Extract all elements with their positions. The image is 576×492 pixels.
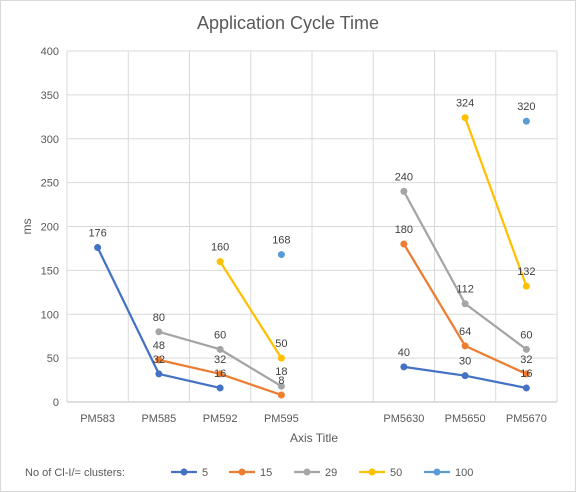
y-tick-label: 250 [41, 178, 59, 190]
legend-title: No of Cl-I/= clusters: [25, 467, 125, 479]
x-axis: PM583 PM585 PM592 PM595 PM5630 PM5650 PM5670 [80, 413, 547, 425]
x-tick-label: PM592 [203, 413, 238, 425]
legend-swatch-marker [303, 468, 311, 476]
gridlines [66, 50, 558, 403]
y-axis-title: ms [20, 219, 34, 235]
data-label: 112 [456, 284, 474, 296]
legend-item-label: 5 [202, 467, 208, 479]
data-point-15 [522, 370, 530, 378]
data-label: 8 [278, 375, 284, 387]
y-tick-label: 300 [41, 134, 59, 146]
x-tick-label: PM585 [141, 413, 176, 425]
legend-swatch-marker [238, 468, 246, 476]
data-label: 168 [272, 235, 290, 247]
y-tick-label: 0 [53, 397, 59, 409]
data-point-5 [155, 370, 163, 378]
data-label: 32 [214, 354, 226, 366]
data-label: 30 [459, 356, 471, 368]
x-tick-label: PM5650 [445, 413, 486, 425]
data-label: 176 [88, 228, 106, 240]
data-point-50 [277, 354, 285, 362]
data-label: 50 [275, 338, 287, 350]
data-point-5 [461, 372, 469, 380]
data-label: 18 [275, 366, 287, 378]
data-label: 160 [211, 242, 229, 254]
data-label: 132 [517, 266, 535, 278]
data-point-29 [522, 345, 530, 353]
data-label: 48 [153, 340, 165, 352]
data-point-5 [216, 384, 224, 392]
data-point-5 [94, 244, 102, 252]
series-line-50 [219, 260, 283, 359]
series-line-15 [402, 243, 527, 375]
data-labels: 176 32 16 40 30 16 48 32 8 180 64 32 80 60 18 240 112 60 1… [88, 98, 535, 387]
data-label: 240 [395, 171, 413, 183]
legend-swatch-marker [180, 468, 188, 476]
data-point-29 [216, 345, 224, 353]
data-label: 40 [398, 347, 410, 359]
y-tick-label: 350 [41, 90, 59, 102]
data-point-50 [216, 258, 224, 266]
data-point-15 [216, 370, 224, 378]
data-point-5 [522, 384, 530, 392]
legend-swatch-marker [433, 468, 441, 476]
data-label: 32 [520, 354, 532, 366]
y-axis: 0 50 100 150 200 250 300 350 400 [41, 46, 59, 409]
data-label: 64 [459, 326, 471, 338]
series-line-50 [464, 117, 528, 287]
x-tick-label: PM583 [80, 413, 115, 425]
y-tick-label: 50 [47, 353, 59, 365]
legend-item-label: 50 [390, 467, 402, 479]
data-point-15 [400, 240, 408, 248]
y-tick-label: 150 [41, 265, 59, 277]
data-point-15 [277, 391, 285, 399]
data-point-50 [522, 282, 530, 290]
data-label: 324 [456, 98, 474, 110]
x-tick-label: PM5670 [506, 413, 547, 425]
data-label: 32 [153, 354, 165, 366]
data-point-5 [400, 363, 408, 371]
chart-title: Application Cycle Time [197, 13, 379, 33]
data-label: 80 [153, 312, 165, 324]
legend-item-label: 100 [455, 467, 473, 479]
y-tick-label: 100 [41, 309, 59, 321]
x-tick-label: PM5630 [383, 413, 424, 425]
data-point-29 [461, 300, 469, 308]
data-label: 60 [214, 329, 226, 341]
legend-item-label: 29 [325, 467, 337, 479]
y-tick-label: 400 [41, 46, 59, 58]
data-point-29 [400, 187, 408, 195]
data-label: 16 [214, 368, 226, 380]
series [94, 114, 530, 399]
data-point-15 [155, 356, 163, 364]
data-label: 180 [395, 224, 413, 236]
data-point-29 [155, 328, 163, 336]
legend-item-label: 15 [260, 467, 272, 479]
data-label: 320 [517, 101, 535, 113]
legend-swatch-marker [368, 468, 376, 476]
data-point-15 [461, 342, 469, 350]
data-label: 16 [520, 368, 532, 380]
data-point-100 [522, 117, 530, 125]
x-tick-label: PM595 [264, 413, 299, 425]
data-point-100 [277, 251, 285, 259]
y-tick-label: 200 [41, 222, 59, 234]
data-point-50 [461, 114, 469, 122]
legend: No of Cl-I/= clusters: 5 15 29 50 100 [25, 467, 473, 479]
data-point-29 [277, 382, 285, 390]
data-label: 60 [520, 329, 532, 341]
x-axis-title: Axis Title [290, 431, 338, 445]
